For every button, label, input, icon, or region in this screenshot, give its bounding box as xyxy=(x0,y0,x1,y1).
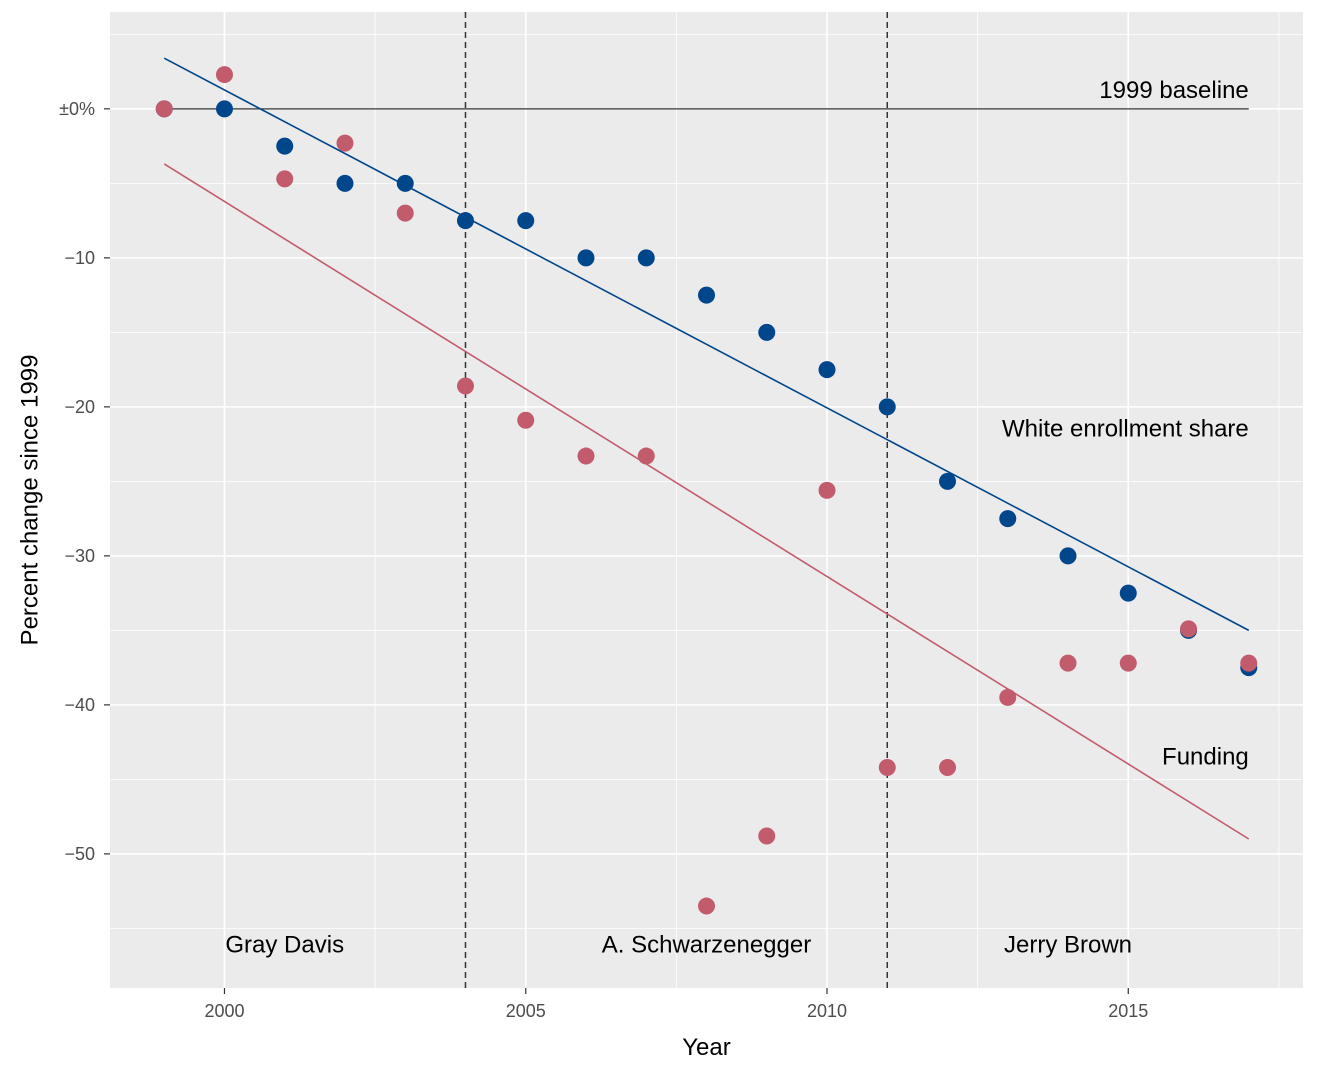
y-axis-title: Percent change since 1999 xyxy=(17,355,44,646)
series-1-point xyxy=(818,361,836,379)
series-1-point xyxy=(456,212,474,230)
era-label: Gray Davis xyxy=(225,931,344,958)
y-tick-label: −50 xyxy=(64,844,95,864)
series-1-point xyxy=(698,286,715,304)
series-1-point xyxy=(999,510,1017,528)
series-2-point xyxy=(517,411,535,429)
series-2-point xyxy=(637,447,655,465)
series-1-point xyxy=(1119,584,1137,602)
series-2-point xyxy=(1180,620,1198,638)
annotations: 1999 baseline White enrollment share Fundi… xyxy=(225,77,1248,958)
series-1-point xyxy=(878,398,896,416)
grid-major xyxy=(110,12,1303,988)
series-label: White enrollment share xyxy=(1002,416,1249,443)
series-2-point xyxy=(939,758,957,776)
series-2-point xyxy=(276,170,294,188)
reference-lines xyxy=(164,12,1249,988)
series-2-point xyxy=(577,447,595,465)
series-1-point xyxy=(215,100,233,118)
y-tick-label: −40 xyxy=(64,695,95,715)
y-tick-label: −30 xyxy=(64,546,95,566)
series-2-point xyxy=(396,204,414,222)
era-label: Jerry Brown xyxy=(1004,931,1132,958)
y-tick-label: −10 xyxy=(64,248,95,268)
series-1-point xyxy=(939,472,957,490)
baseline-label: 1999 baseline xyxy=(1099,77,1248,104)
series-2-point xyxy=(155,100,173,118)
trend-line-1 xyxy=(163,57,1250,632)
series-1-point xyxy=(336,174,354,192)
series-2-point xyxy=(1240,654,1258,672)
grid-minor xyxy=(110,12,1303,988)
series-2-point xyxy=(456,377,474,395)
series-2-point xyxy=(698,897,715,915)
series-2-point xyxy=(1059,654,1077,672)
series-1-point xyxy=(1059,547,1077,565)
x-tick-label: 2005 xyxy=(506,1001,546,1021)
series-1-point xyxy=(577,249,595,267)
x-tick-label: 2010 xyxy=(807,1001,847,1021)
series-1-point xyxy=(517,212,535,230)
series-2-point xyxy=(1119,654,1137,672)
series-1-point xyxy=(396,174,414,192)
series-1-point xyxy=(276,137,294,155)
x-tick-label: 2015 xyxy=(1108,1001,1148,1021)
series-2-point xyxy=(878,758,896,776)
data-points xyxy=(155,66,1258,915)
y-tick-label: −20 xyxy=(64,397,95,417)
series-label: Funding xyxy=(1162,744,1249,771)
series-2-point xyxy=(336,134,354,152)
trend-lines xyxy=(163,57,1250,840)
era-label: A. Schwarzenegger xyxy=(602,931,811,958)
y-axis: ±0% −10 −20 −30 −40 −50 xyxy=(59,99,110,864)
series-1-point xyxy=(758,323,776,341)
series-2-point xyxy=(999,688,1017,706)
plot-panel xyxy=(110,12,1303,988)
series-2-point xyxy=(758,827,776,845)
series-2-point xyxy=(818,481,836,499)
x-tick-label: 2000 xyxy=(204,1001,244,1021)
trend-line-2 xyxy=(163,163,1250,840)
x-axis: 2000 2005 2010 2015 xyxy=(204,988,1148,1021)
y-tick-label: ±0% xyxy=(59,99,95,119)
x-axis-title: Year xyxy=(682,1034,731,1061)
series-1-point xyxy=(637,249,655,267)
series-2-point xyxy=(215,66,233,84)
